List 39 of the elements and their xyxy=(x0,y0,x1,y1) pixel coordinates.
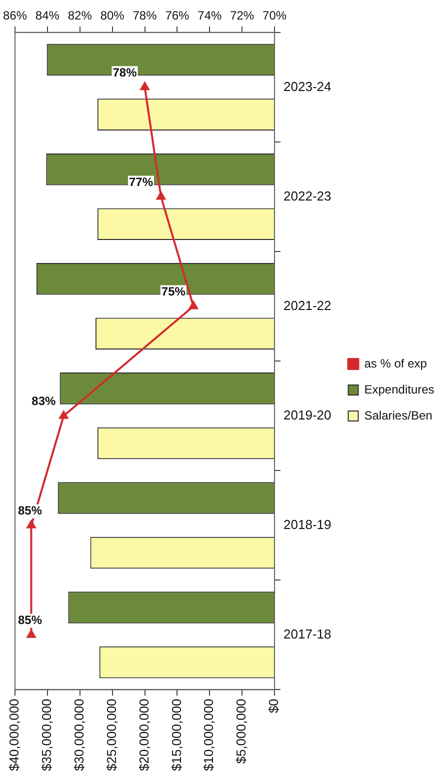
legend-label: Salaries/Ben xyxy=(364,408,432,422)
x2-tick-label: 78% xyxy=(132,8,158,23)
y-tick-label: 2021-22 xyxy=(284,298,332,313)
y-tick-label: 2019-20 xyxy=(284,407,332,422)
x-tick-label: $20,000,000 xyxy=(136,698,152,772)
data-label: 78% xyxy=(112,65,138,80)
x2-tick-label: 84% xyxy=(35,8,60,23)
data-label: 85% xyxy=(18,504,42,518)
point xyxy=(156,192,166,200)
point xyxy=(140,82,150,90)
legend-label: as % of exp xyxy=(364,356,428,370)
y-tick-label: 2017-18 xyxy=(284,626,332,642)
x-tick-label: $0 xyxy=(266,698,282,714)
data-label: 83% xyxy=(32,394,56,408)
x2-tick-label: 86% xyxy=(2,8,28,23)
data-label: 77% xyxy=(128,175,154,190)
point xyxy=(188,301,198,310)
x2-tick-label: 74% xyxy=(198,8,222,23)
x-tick-label: $40,000,000 xyxy=(6,698,22,772)
point xyxy=(26,520,36,528)
x2-tick-label: 82% xyxy=(68,8,92,23)
x2-tick-label: 76% xyxy=(165,8,190,23)
y-tick-label: 2022-23 xyxy=(284,188,332,204)
point xyxy=(59,410,68,419)
data-label: 85% xyxy=(18,613,42,628)
x2-tick-label: 72% xyxy=(230,8,254,23)
data-label: 75% xyxy=(161,284,186,299)
x2-tick-label: 80% xyxy=(100,8,125,23)
x-tick-label: $30,000,000 xyxy=(71,698,86,772)
legend-label: Expenditures xyxy=(364,382,434,396)
x-tick-label: $15,000,000 xyxy=(168,698,184,772)
y-tick-label: 2018-19 xyxy=(284,516,332,532)
x-tick-label: $35,000,000 xyxy=(39,698,54,772)
x-tick-label: $5,000,000 xyxy=(234,698,249,764)
y-tick-label: 2023-24 xyxy=(284,78,332,94)
x-tick-label: $25,000,000 xyxy=(104,698,119,772)
x2-tick-label: 70% xyxy=(262,8,287,23)
x-tick-label: $10,000,000 xyxy=(201,698,216,772)
point xyxy=(26,630,36,638)
